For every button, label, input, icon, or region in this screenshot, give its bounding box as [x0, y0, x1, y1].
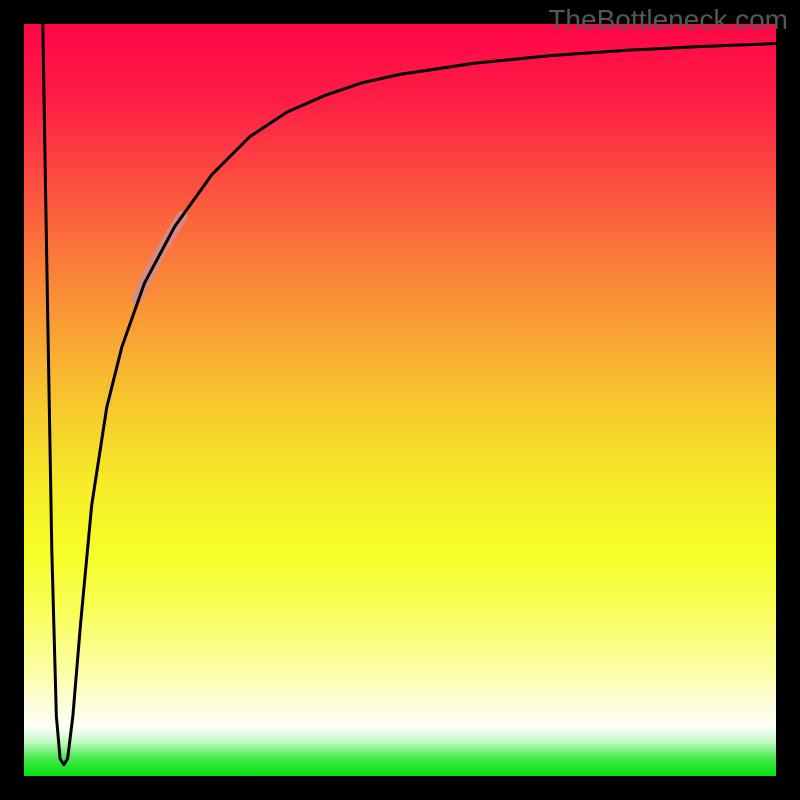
- chart-canvas: [0, 0, 800, 800]
- bottleneck-chart: TheBottleneck.com: [0, 0, 800, 800]
- gradient-background: [24, 24, 776, 776]
